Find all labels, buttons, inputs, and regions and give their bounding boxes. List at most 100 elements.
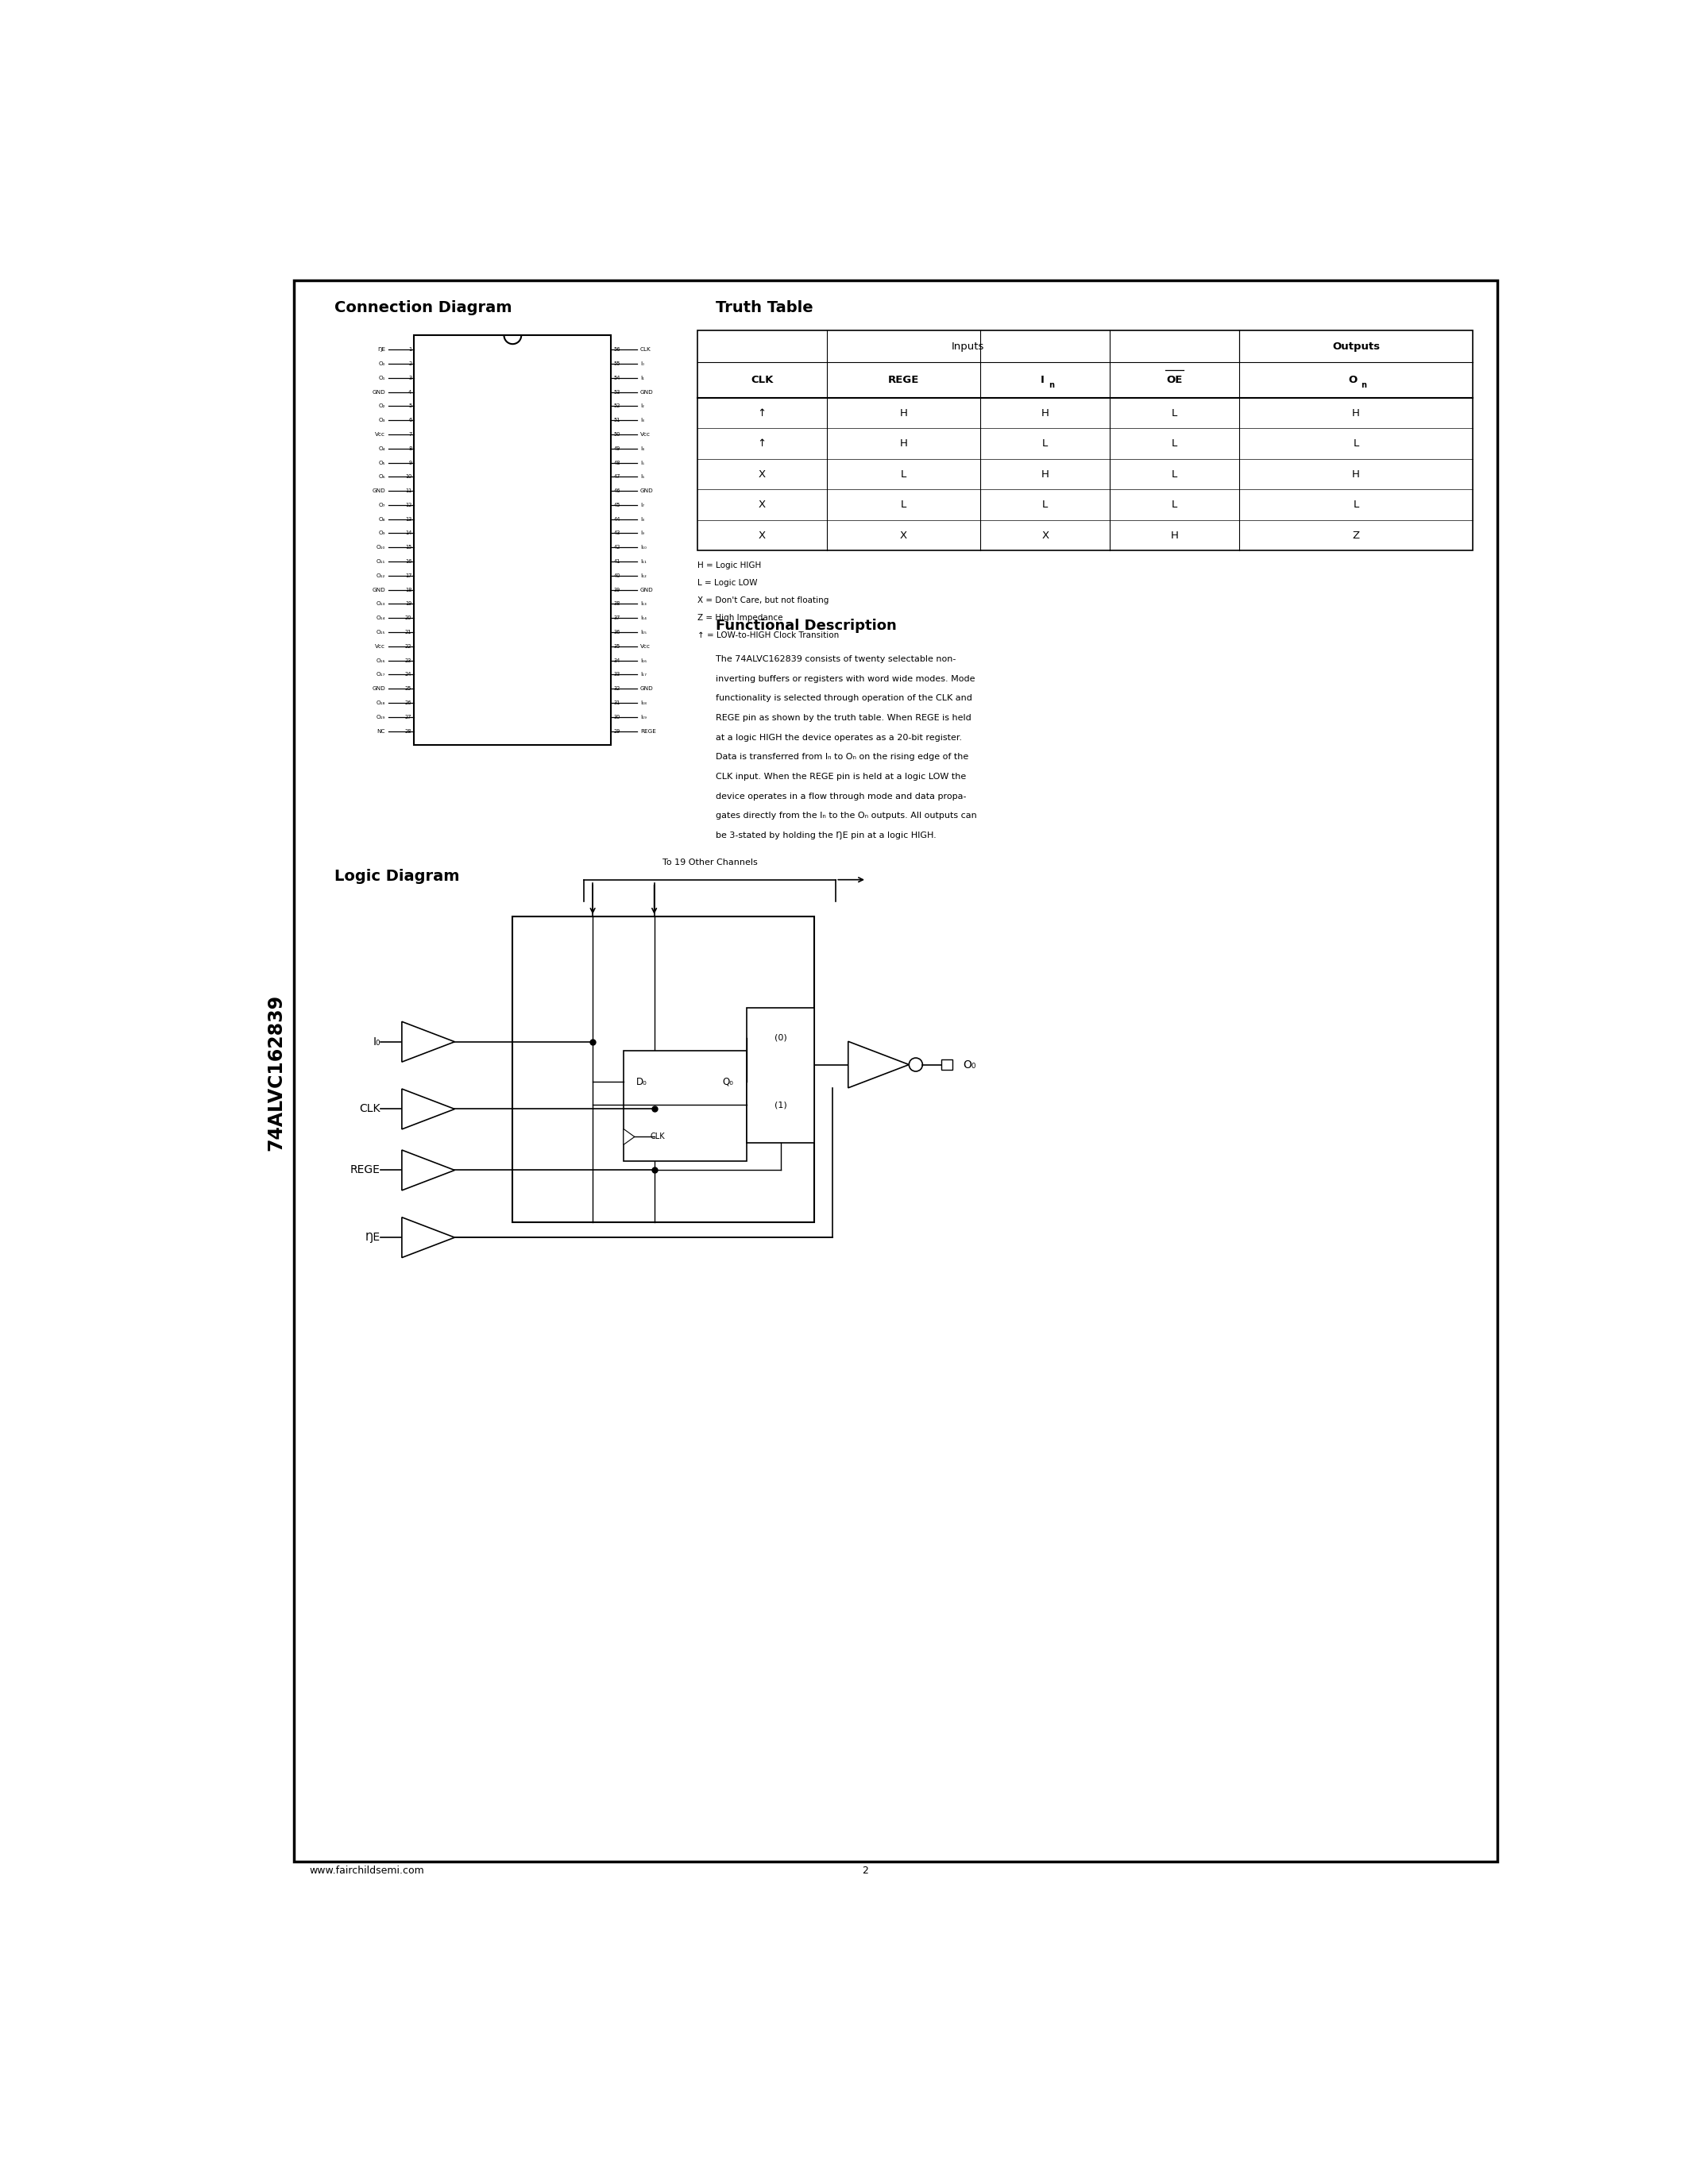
Text: 3: 3 [408,376,412,380]
Text: O₆: O₆ [378,474,385,478]
Text: ↑: ↑ [758,439,766,450]
Text: GND: GND [640,686,653,690]
Text: L: L [1041,500,1048,511]
Text: device operates in a flow through mode and data propa-: device operates in a flow through mode a… [716,793,967,799]
Text: O₁₅: O₁₅ [376,629,385,636]
Text: at a logic HIGH the device operates as a 20-bit register.: at a logic HIGH the device operates as a… [716,734,962,743]
Text: X: X [758,500,766,511]
Text: GND: GND [640,389,653,395]
Text: 1: 1 [408,347,412,352]
Text: Inputs: Inputs [952,341,984,352]
Text: 39: 39 [614,587,619,592]
Polygon shape [402,1090,454,1129]
Text: 29: 29 [614,729,619,734]
Text: X: X [1041,531,1048,542]
Text: 32: 32 [614,686,619,690]
Text: O₁₈: O₁₈ [376,701,385,705]
Text: I₈: I₈ [640,518,645,522]
Text: O₁₀: O₁₀ [376,546,385,550]
Text: 11: 11 [405,489,412,494]
Text: (0): (0) [775,1033,787,1042]
Text: 43: 43 [614,531,619,535]
Polygon shape [402,1022,454,1061]
Text: 46: 46 [614,489,621,494]
Text: I₀: I₀ [373,1035,380,1048]
Text: 16: 16 [405,559,412,563]
Text: L: L [901,500,906,511]
Text: I₁: I₁ [640,376,645,380]
Text: Data is transferred from Iₙ to Oₙ on the rising edge of the: Data is transferred from Iₙ to Oₙ on the… [716,753,969,760]
Text: The 74ALVC162839 consists of twenty selectable non-: The 74ALVC162839 consists of twenty sele… [716,655,955,664]
Polygon shape [402,1151,454,1190]
Text: REGE: REGE [640,729,657,734]
Text: H: H [1352,470,1361,480]
Text: 8: 8 [408,446,412,450]
Polygon shape [847,1042,910,1088]
Text: CLK: CLK [360,1103,380,1114]
Text: 41: 41 [614,559,619,563]
Text: 74ALVC162839: 74ALVC162839 [267,994,285,1151]
Text: 50: 50 [614,432,621,437]
Text: L: L [901,470,906,480]
Text: ŊE: ŊE [378,347,385,352]
Text: L: L [1354,439,1359,450]
Text: L: L [1354,500,1359,511]
Text: 12: 12 [405,502,412,507]
Text: ↑: ↑ [758,408,766,419]
Text: O₁₄: O₁₄ [376,616,385,620]
Bar [697,330,1474,550]
Text: I₁₇: I₁₇ [640,673,647,677]
Text: n: n [1361,380,1366,389]
Text: O₄: O₄ [378,446,385,450]
Text: H: H [1041,470,1050,480]
Text: I₁₅: I₁₅ [640,629,647,636]
Text: 18: 18 [405,587,412,592]
Text: GND: GND [640,489,653,494]
Text: functionality is selected through operation of the CLK and: functionality is selected through operat… [716,695,972,703]
Text: X: X [758,470,766,480]
Text: REGE: REGE [888,376,920,384]
Text: O₁₁: O₁₁ [376,559,385,563]
Text: 7: 7 [408,432,412,437]
Text: I₁₀: I₁₀ [640,546,647,550]
Text: 38: 38 [614,601,619,607]
Text: Z = High Impedance: Z = High Impedance [697,614,783,622]
Text: X: X [900,531,906,542]
Text: 13: 13 [405,518,412,522]
Text: 31: 31 [614,701,619,705]
Bar [513,917,814,1223]
Text: I₃: I₃ [640,417,645,424]
Text: (1): (1) [775,1101,787,1109]
Text: 24: 24 [405,673,412,677]
Text: 34: 34 [614,657,619,662]
Text: CLK: CLK [650,1133,665,1140]
Text: Z: Z [1352,531,1361,542]
Text: 30: 30 [614,714,619,719]
Text: L: L [1041,439,1048,450]
Text: 45: 45 [614,502,621,507]
Text: L: L [1171,500,1177,511]
Text: ŊE: ŊE [365,1232,380,1243]
Text: 4: 4 [408,389,412,395]
Text: H: H [1041,408,1050,419]
Text: O: O [1349,376,1357,384]
Text: O₈: O₈ [378,518,385,522]
Text: 48: 48 [614,461,621,465]
Text: inverting buffers or registers with word wide modes. Mode: inverting buffers or registers with word… [716,675,976,684]
Text: I₉: I₉ [640,531,645,535]
Text: GND: GND [371,686,385,690]
Text: 44: 44 [614,518,621,522]
Text: I₁₂: I₁₂ [640,572,647,579]
Text: 40: 40 [614,572,621,579]
Text: Connection Diagram: Connection Diagram [334,301,511,314]
Polygon shape [623,1129,635,1144]
Bar [746,1009,814,1142]
Text: To 19 Other Channels: To 19 Other Channels [662,858,758,867]
Text: O₀: O₀ [964,1059,976,1070]
Text: Q₀: Q₀ [722,1077,734,1088]
Text: I₆: I₆ [640,474,645,478]
Text: Vᴄᴄ: Vᴄᴄ [640,432,650,437]
Text: 26: 26 [405,701,412,705]
Text: 6: 6 [408,417,412,424]
Text: CLK input. When the REGE pin is held at a logic LOW the: CLK input. When the REGE pin is held at … [716,773,966,780]
